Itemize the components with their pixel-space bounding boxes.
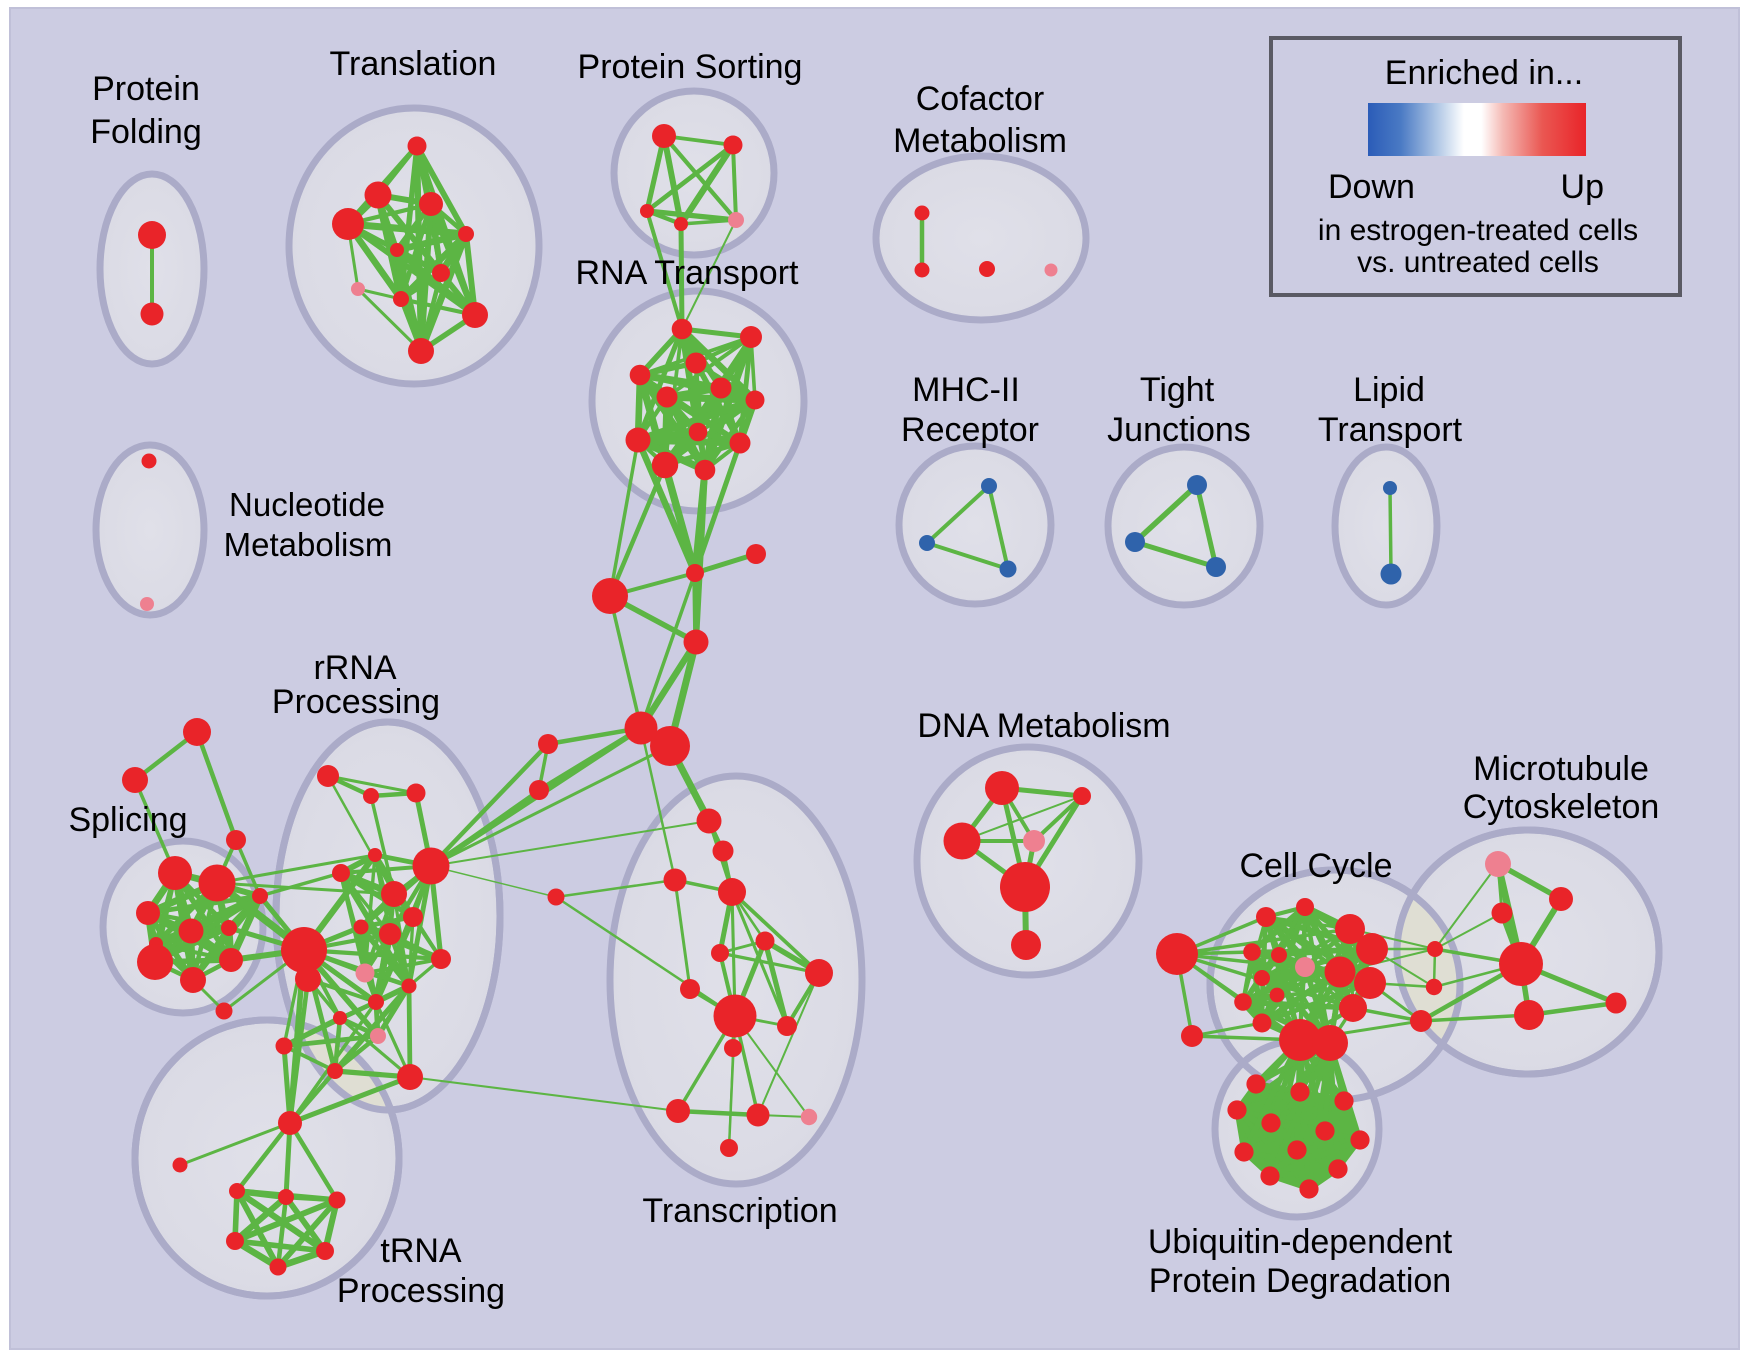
svg-text:Cytoskeleton: Cytoskeleton — [1463, 788, 1660, 826]
svg-text:Processing: Processing — [337, 1272, 505, 1310]
svg-text:Enriched in...: Enriched in... — [1385, 54, 1583, 92]
svg-text:Folding: Folding — [90, 113, 202, 151]
svg-text:Microtubule: Microtubule — [1473, 750, 1649, 788]
svg-text:Junctions: Junctions — [1107, 411, 1251, 449]
svg-text:Processing: Processing — [272, 683, 440, 721]
svg-text:Down: Down — [1328, 168, 1415, 206]
svg-text:Cofactor: Cofactor — [916, 80, 1045, 118]
svg-text:Tight: Tight — [1140, 371, 1215, 409]
svg-text:RNA Transport: RNA Transport — [576, 254, 800, 292]
svg-text:Up: Up — [1561, 168, 1604, 206]
svg-text:Protein Degradation: Protein Degradation — [1149, 1262, 1451, 1300]
svg-text:vs. untreated cells: vs. untreated cells — [1357, 246, 1599, 279]
svg-text:Metabolism: Metabolism — [224, 526, 393, 563]
svg-text:Lipid: Lipid — [1353, 371, 1425, 409]
svg-text:Translation: Translation — [330, 45, 497, 83]
svg-text:Splicing: Splicing — [68, 801, 187, 839]
svg-text:Transcription: Transcription — [642, 1192, 837, 1230]
svg-text:Metabolism: Metabolism — [893, 122, 1067, 160]
svg-text:rRNA: rRNA — [313, 649, 396, 687]
svg-text:Cell Cycle: Cell Cycle — [1239, 847, 1392, 885]
svg-text:Nucleotide: Nucleotide — [229, 486, 385, 523]
svg-text:DNA Metabolism: DNA Metabolism — [917, 707, 1170, 745]
svg-text:Transport: Transport — [1318, 411, 1463, 449]
svg-text:Protein Sorting: Protein Sorting — [578, 48, 803, 86]
svg-text:Protein: Protein — [92, 70, 200, 108]
svg-text:Receptor: Receptor — [901, 411, 1039, 449]
svg-text:tRNA: tRNA — [380, 1232, 462, 1270]
svg-text:in estrogen-treated cells: in estrogen-treated cells — [1318, 214, 1638, 247]
svg-text:MHC-II: MHC-II — [912, 371, 1020, 409]
svg-text:Ubiquitin-dependent: Ubiquitin-dependent — [1148, 1223, 1453, 1261]
